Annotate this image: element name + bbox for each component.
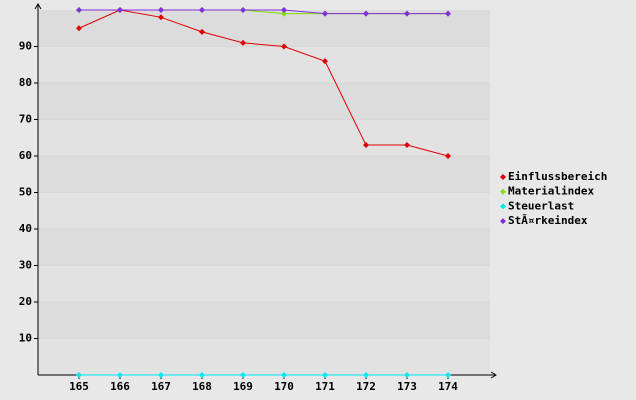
point — [281, 7, 287, 13]
y-tick-label: 10 — [19, 332, 32, 345]
point — [76, 372, 82, 378]
x-tick-label: 165 — [69, 380, 89, 393]
grid-band — [38, 229, 490, 266]
grid-band — [38, 156, 490, 193]
point — [404, 142, 410, 149]
x-tick-label: 168 — [192, 380, 212, 393]
grid-band — [38, 119, 490, 156]
legend-label: StÃ¤rkeindex — [508, 214, 588, 227]
legend-label: Steuerlast — [508, 199, 574, 212]
grid-band — [38, 192, 490, 229]
point — [117, 7, 123, 13]
point — [281, 43, 287, 50]
legend-marker — [500, 203, 506, 210]
x-tick-label: 167 — [151, 380, 171, 393]
y-axis — [34, 3, 42, 375]
point — [363, 10, 369, 17]
legend-marker — [500, 174, 506, 180]
grid-band — [38, 46, 490, 83]
point — [363, 142, 369, 149]
x-tick-label: 173 — [397, 380, 417, 393]
legend-label: Einflussbereich — [508, 170, 607, 183]
y-tick-label: 50 — [19, 186, 32, 199]
series-line — [78, 9, 449, 157]
y-tick-label: 30 — [19, 259, 32, 272]
point — [445, 10, 451, 17]
grid-band — [38, 338, 490, 375]
x-tick-label: 174 — [438, 380, 458, 393]
legend-marker — [500, 218, 506, 225]
point — [445, 372, 451, 378]
y-tick-label: 70 — [19, 113, 32, 126]
point — [322, 10, 328, 17]
series-line — [79, 9, 448, 15]
point — [363, 372, 369, 378]
point — [445, 153, 451, 159]
point — [199, 28, 205, 35]
y-tick-label: 90 — [19, 40, 32, 53]
point — [199, 372, 205, 378]
x-tick-label: 169 — [233, 380, 253, 393]
grid-band — [38, 10, 490, 47]
y-tick-label: 40 — [19, 222, 32, 235]
point — [322, 372, 328, 378]
point — [199, 7, 205, 13]
x-tick-label: 171 — [315, 380, 335, 393]
grid-band — [38, 302, 490, 339]
point — [76, 7, 82, 13]
point — [281, 372, 287, 378]
point — [76, 25, 82, 32]
point — [240, 39, 246, 46]
point — [158, 7, 164, 13]
y-tick-label: 80 — [19, 76, 32, 89]
point — [117, 372, 123, 378]
point — [322, 58, 328, 65]
point — [404, 10, 410, 17]
x-tick-label: 166 — [110, 380, 130, 393]
y-tick-label: 60 — [19, 149, 32, 162]
x-tick-label: 170 — [274, 380, 294, 393]
point — [158, 14, 164, 21]
point — [240, 372, 246, 378]
point — [240, 7, 246, 13]
grid-band — [38, 83, 490, 120]
y-tick-label: 20 — [19, 295, 32, 308]
legend-marker — [500, 188, 506, 195]
point — [404, 372, 410, 378]
legend-label: Materialindex — [508, 185, 594, 198]
x-tick-label: 172 — [356, 380, 376, 393]
point — [158, 372, 164, 378]
grid-band — [38, 265, 490, 302]
point — [281, 10, 287, 17]
